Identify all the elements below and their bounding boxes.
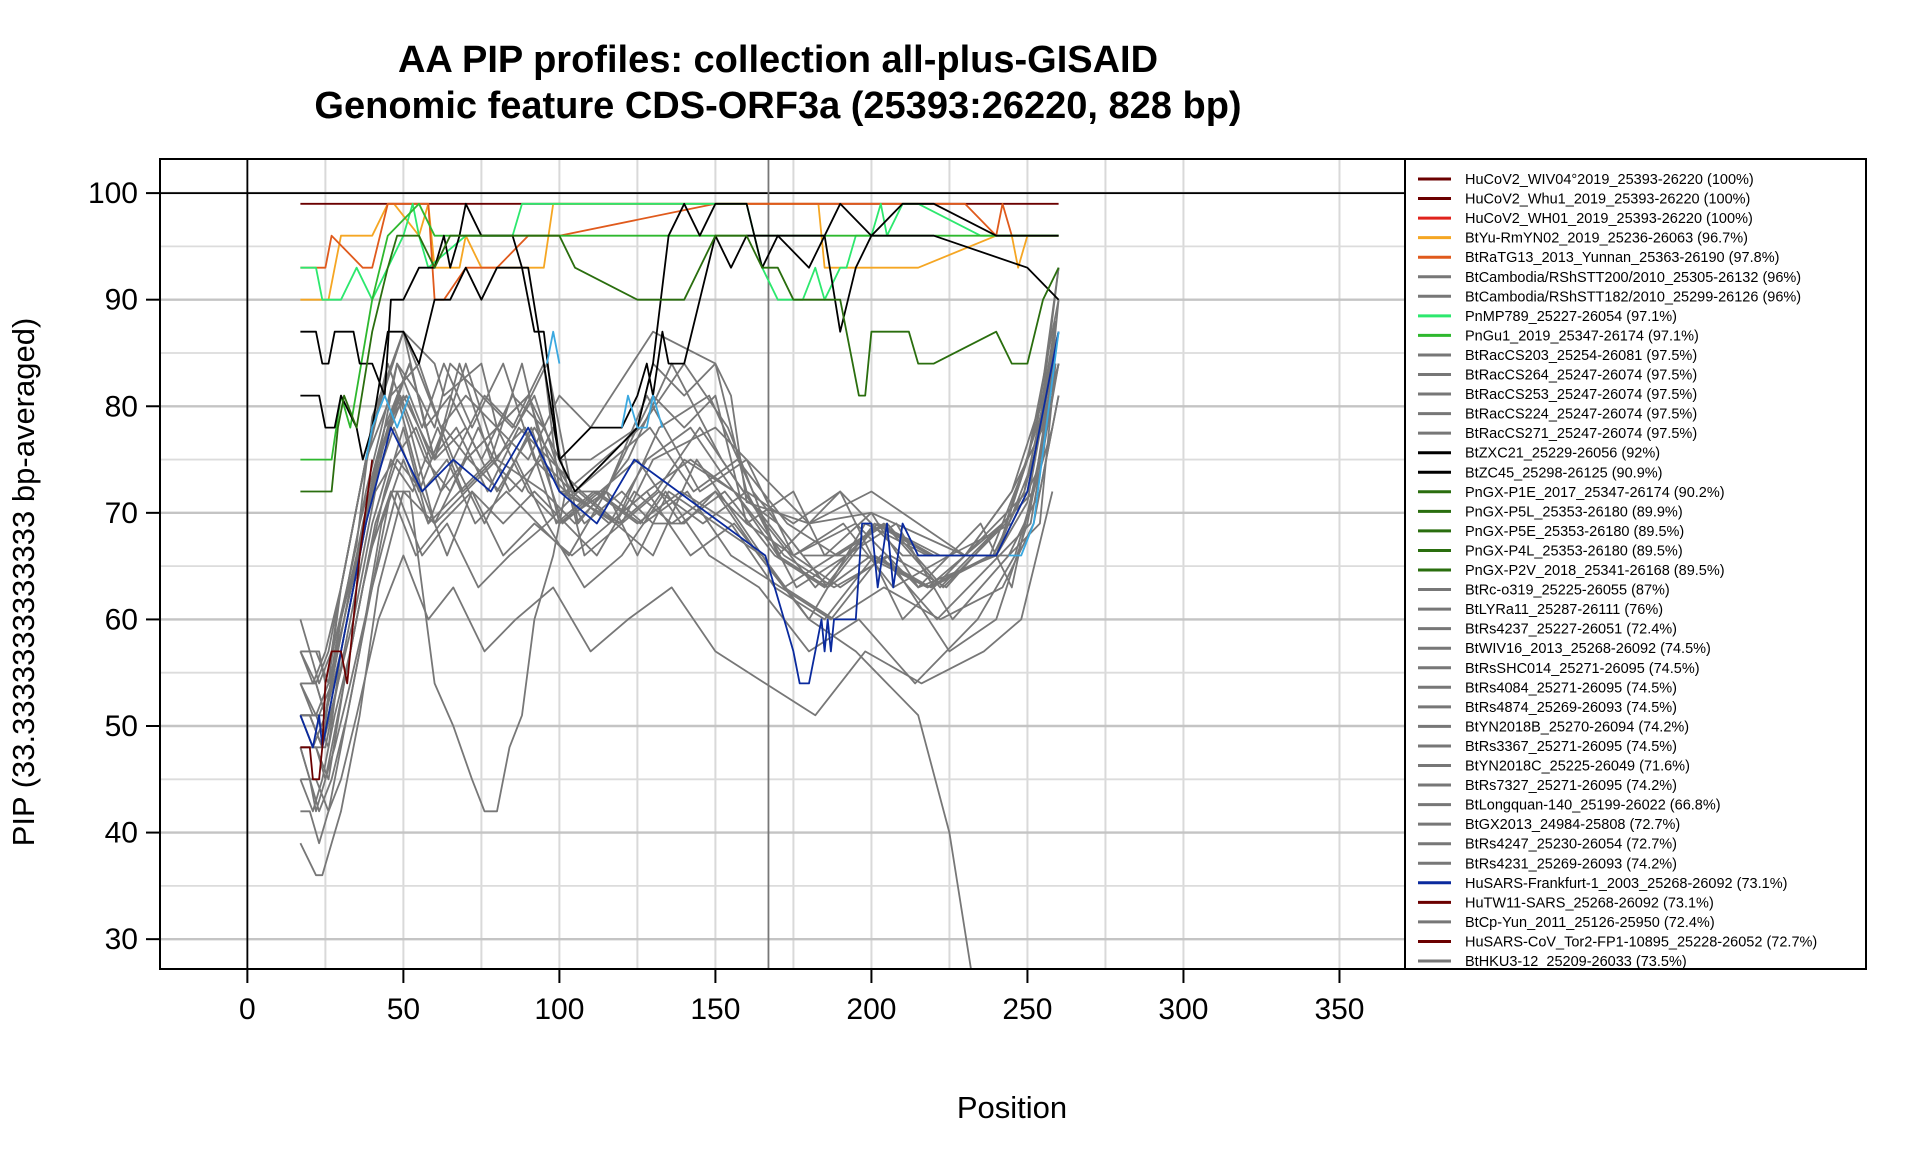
legend-entry-label: HuSARS-CoV_Tor2-FP1-10895_25228-26052 (7…: [1465, 934, 1817, 950]
legend-entry-label: PnGX-P5L_25353-26180 (89.9%): [1465, 504, 1683, 520]
legend-entry-label: BtRc-o319_25225-26055 (87%): [1465, 583, 1670, 599]
legend-box: [1404, 158, 1867, 970]
highlight-line: [1008, 331, 1060, 557]
plot-background: [160, 159, 1405, 969]
x-tick-label: 0: [239, 993, 256, 1026]
highlight-line: [546, 330, 561, 364]
legend-entry-label: HuCoV2_Whu1_2019_25393-26220 (100%): [1465, 192, 1750, 208]
series-line: [299, 427, 1054, 813]
series-line: [300, 491, 1054, 845]
series-line: [300, 202, 1059, 493]
legend-entry-label: PnGX-P1E_2017_25347-26174 (90.2%): [1465, 485, 1725, 501]
legend-entry-label: BtRs4231_25269-26093 (74.2%): [1465, 856, 1677, 872]
highlight-line: [365, 394, 411, 460]
legend-entry-label: HuTW11-SARS_25268-26092 (73.1%): [1465, 895, 1714, 911]
legend-entry-label: BtCambodia/RShSTT200/2010_25305-26132 (9…: [1465, 270, 1801, 286]
y-tick-label: 70: [105, 497, 138, 530]
legend-entry-label: PnGX-P5E_25353-26180 (89.5%): [1465, 524, 1684, 540]
x-tick-label: 250: [1002, 993, 1052, 1026]
legend-entry-label: BtRacCS264_25247-26074 (97.5%): [1465, 368, 1697, 384]
legend-entry-label: BtCambodia/RShSTT182/2010_25299-26126 (9…: [1465, 289, 1801, 305]
y-tick-label: 30: [105, 923, 138, 956]
y-tick-label: 90: [105, 284, 138, 317]
legend-entry-label: BtHKU3-12_25209-26033 (73.5%): [1465, 954, 1687, 970]
legend-entry-label: BtRs4874_25269-26093 (74.5%): [1465, 700, 1677, 716]
series-line: [299, 363, 1060, 749]
legend-entry-label: PnMP789_25227-26054 (97.1%): [1465, 309, 1677, 325]
legend-entry-label: BtRacCS224_25247-26074 (97.5%): [1465, 407, 1697, 423]
legend-entry-label: BtRs7327_25271-26095 (74.2%): [1465, 778, 1677, 794]
chart-subtitle: Genomic feature CDS-ORF3a (25393:26220, …: [314, 85, 1241, 127]
legend-entry-label: BtYu-RmYN02_2019_25236-26063 (96.7%): [1465, 231, 1748, 247]
legend-entry-label: BtRs3367_25271-26095 (74.5%): [1465, 739, 1677, 755]
x-tick-label: 100: [534, 993, 584, 1026]
x-tick-label: 200: [846, 993, 896, 1026]
legend-entry-label: BtRs4247_25230-26054 (72.7%): [1465, 837, 1677, 853]
y-tick-label: 40: [105, 817, 138, 850]
series-line: [299, 331, 1060, 749]
legend-entry-label: BtYN2018C_25225-26049 (71.6%): [1465, 759, 1690, 775]
series-line: [300, 234, 1060, 493]
legend-entry-label: BtZXC21_25229-26056 (92%): [1465, 446, 1660, 462]
legend-entry-label: BtGX2013_24984-25808 (72.7%): [1465, 817, 1680, 833]
y-axis-label: PIP (33.3333333333333 bp-averaged): [6, 318, 41, 847]
legend-entry-label: BtWIV16_2013_25268-26092 (74.5%): [1465, 641, 1711, 657]
legend-entry-label: PnGX-P2V_2018_25341-26168 (89.5%): [1465, 563, 1725, 579]
series-clip-group: [299, 202, 1060, 969]
x-tick-label: 150: [690, 993, 740, 1026]
series-line: [300, 459, 374, 781]
legend-entry-label: PnGX-P4L_25353-26180 (89.5%): [1465, 543, 1683, 559]
legend-entry-label: BtCp-Yun_2011_25126-25950 (72.4%): [1465, 915, 1715, 931]
legend-entry-label: HuCoV2_WH01_2019_25393-26220 (100%): [1465, 211, 1753, 227]
y-tick-label: 100: [88, 177, 138, 210]
series-line: [300, 395, 1060, 813]
chart-title: AA PIP profiles: collection all-plus-GIS…: [398, 39, 1158, 81]
series-line: [299, 299, 1060, 717]
series-line: [300, 363, 1060, 781]
legend-entry-label: BtRacCS253_25247-26074 (97.5%): [1465, 387, 1697, 403]
legend-entry-label: BtRacCS203_25254-26081 (97.5%): [1465, 348, 1697, 364]
legend-entry-label: BtRaTG13_2013_Yunnan_25363-26190 (97.8%): [1465, 250, 1779, 266]
series-lines: [299, 202, 1060, 969]
legend-entry-label: BtRsSHC014_25271-26095 (74.5%): [1465, 661, 1700, 677]
series-line: [300, 202, 1059, 301]
legend-entry-label: BtYN2018B_25270-26094 (74.2%): [1465, 719, 1689, 735]
legend-entry-label: BtRs4237_25227-26051 (72.4%): [1465, 622, 1677, 638]
highlight-line: [620, 394, 664, 429]
series-line: [300, 202, 1060, 461]
legend: HuCoV2_WIV04°2019_25393-26220 (100%) HuCo…: [1404, 158, 1867, 970]
legend-entry-label: BtRs4084_25271-26095 (74.5%): [1465, 680, 1677, 696]
series-line: [299, 458, 972, 969]
legend-entry-label: BtLongquan-140_25199-26022 (66.8%): [1465, 798, 1721, 814]
legend-entry-label: BtLYRa11_25287-26111 (76%): [1465, 602, 1663, 618]
y-tick-label: 50: [105, 710, 138, 743]
legend-entry-label: HuCoV2_WIV04°2019_25393-26220 (100%): [1465, 172, 1754, 188]
x-tick-label: 50: [387, 993, 420, 1026]
y-tick-label: 60: [105, 603, 138, 636]
grid-lines: [160, 159, 1405, 969]
legend-entry-label: BtRacCS271_25247-26074 (97.5%): [1465, 426, 1697, 442]
y-tick-label: 80: [105, 390, 138, 423]
legend-entry-label: PnGu1_2019_25347-26174 (97.1%): [1465, 328, 1699, 344]
x-tick-label: 300: [1158, 993, 1208, 1026]
legend-entry-label: BtZC45_25298-26125 (90.9%): [1465, 465, 1663, 481]
x-tick-label: 350: [1314, 993, 1364, 1026]
x-axis-label: Position: [957, 1090, 1067, 1125]
legend-entry-label: HuSARS-Frankfurt-1_2003_25268-26092 (73.…: [1465, 876, 1787, 892]
